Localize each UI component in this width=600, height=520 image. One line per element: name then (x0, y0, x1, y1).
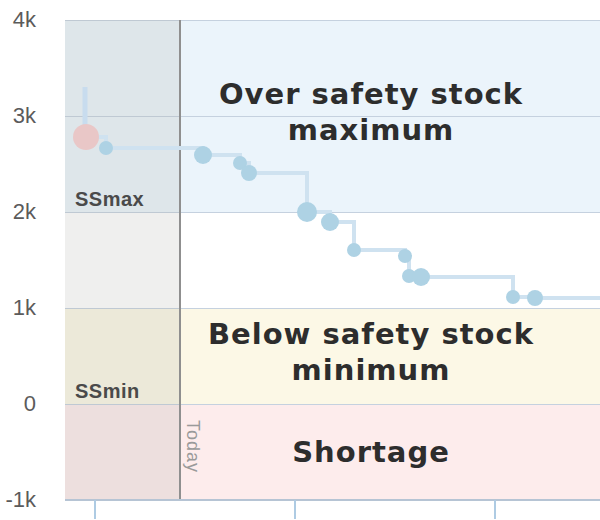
data-point[interactable] (99, 141, 113, 155)
zone-label-over-max: Over safety stock maximum (180, 76, 562, 148)
x-axis-tick (294, 500, 296, 519)
y-tick-2k: 2k (0, 201, 36, 223)
y-tick-1k: 1k (0, 297, 36, 319)
x-axis-tick (494, 500, 496, 519)
highlighted-data-point[interactable] (73, 124, 99, 150)
zone-label-below-min: Below safety stock minimum (180, 316, 562, 388)
today-label: Today (182, 420, 203, 473)
zone-label-shortage: Shortage (180, 434, 562, 470)
ssmin-label: SSmin (75, 380, 140, 403)
y-tick-4k: 4k (0, 9, 36, 31)
data-point[interactable] (527, 290, 543, 306)
y-tick-0: 0 (0, 393, 36, 415)
data-point[interactable] (347, 243, 361, 257)
data-point[interactable] (412, 268, 430, 286)
data-point[interactable] (241, 165, 257, 181)
data-point[interactable] (297, 202, 317, 222)
data-point[interactable] (194, 146, 212, 164)
safety-stock-chart: 4k 3k 2k 1k 0 -1k SSmax SSmin Over safet… (0, 0, 600, 520)
y-tick-neg1k: -1k (0, 489, 36, 511)
x-axis-line (65, 499, 600, 501)
data-point[interactable] (398, 249, 412, 263)
ssmax-label: SSmax (75, 188, 144, 211)
data-point[interactable] (506, 290, 520, 304)
projected-stock-line (86, 137, 600, 298)
x-axis-tick (94, 500, 96, 519)
data-point[interactable] (321, 213, 339, 231)
y-tick-3k: 3k (0, 105, 36, 127)
